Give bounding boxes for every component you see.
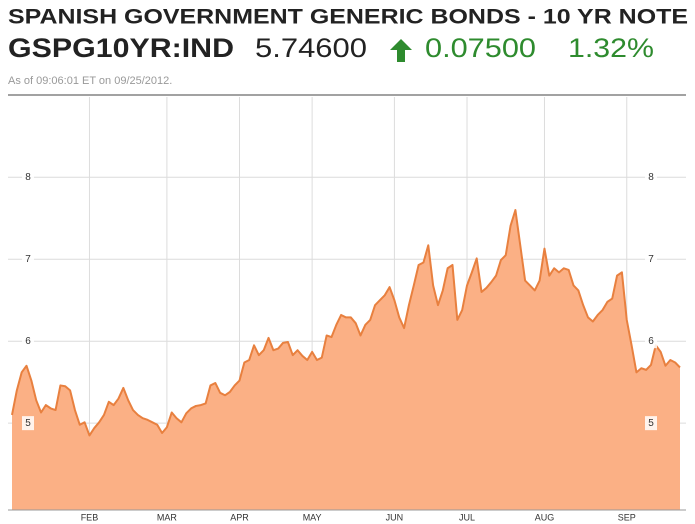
change-percent: 1.32% bbox=[568, 33, 654, 63]
x-tick-label: JUN bbox=[386, 512, 404, 522]
y-tick-label-bg bbox=[645, 170, 657, 185]
up-arrow bbox=[390, 39, 412, 62]
price: 5.74600 bbox=[255, 33, 367, 63]
x-tick-label: FEB bbox=[81, 512, 99, 522]
line bbox=[11, 209, 681, 437]
y-tick-label-bg bbox=[22, 334, 34, 349]
y-tick-label-bg bbox=[645, 252, 657, 267]
plot-area: FEB MAR APR MAY JUN JUL AUG SEP 5 5 6 6 7 7 8 8 bbox=[8, 97, 686, 522]
timestamp: As of 09:06:01 ET on 09/25/2012. bbox=[8, 75, 172, 87]
x-tick-label: SEP bbox=[618, 512, 636, 522]
y-tick-label-bg bbox=[645, 416, 657, 431]
y-tick-label: 8 bbox=[25, 172, 31, 183]
y-tick-label: 6 bbox=[648, 336, 654, 347]
area bbox=[12, 210, 680, 510]
y-tick-label-bg bbox=[22, 416, 34, 431]
y-tick-label: 7 bbox=[648, 254, 654, 265]
change: 0.07500 bbox=[425, 33, 536, 63]
y-tick-label: 6 bbox=[25, 336, 31, 347]
y-tick-label-bg bbox=[22, 252, 34, 267]
x-tick-label: MAY bbox=[303, 512, 322, 522]
ticker: GSPG10YR:IND bbox=[8, 33, 234, 63]
y-tick-label: 7 bbox=[25, 254, 31, 265]
y-tick-label-bg bbox=[22, 170, 34, 185]
x-tick-label: MAR bbox=[157, 512, 178, 522]
y-tick-label: 8 bbox=[648, 172, 654, 183]
y-tick-label: 5 bbox=[25, 418, 31, 429]
chart-title: SPANISH GOVERNMENT GENERIC BONDS - 10 YR… bbox=[8, 6, 688, 29]
x-tick-label: JUL bbox=[459, 512, 475, 522]
x-tick-label: APR bbox=[230, 512, 249, 522]
x-tick-label: AUG bbox=[535, 512, 555, 522]
y-tick-label: 5 bbox=[648, 418, 654, 429]
y-tick-label-bg bbox=[645, 334, 657, 349]
